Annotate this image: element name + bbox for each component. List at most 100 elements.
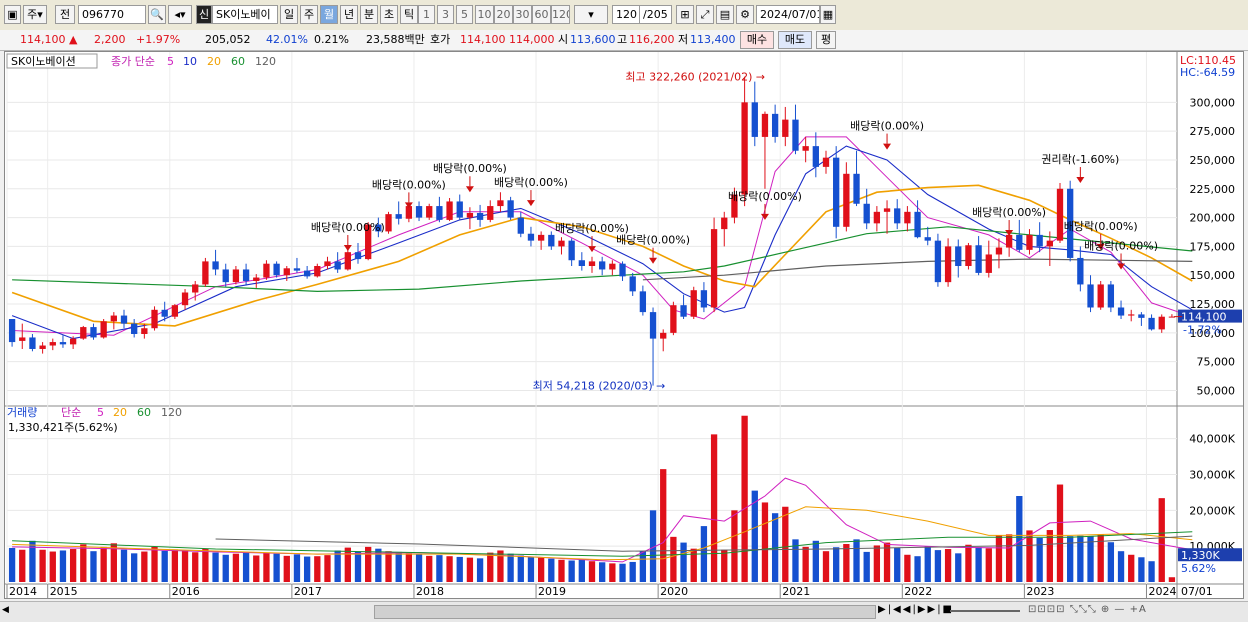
candle-body [426, 206, 433, 218]
event-annotation: 배당락(0.00%) [728, 190, 802, 203]
search-icon[interactable]: 🔍 [148, 5, 166, 24]
candle-body [649, 312, 657, 339]
candle-body [405, 206, 413, 219]
volume-bar [548, 558, 555, 582]
sound-icon[interactable]: ◂▾ [168, 5, 192, 24]
range-custom-select[interactable]: ▾ [574, 5, 608, 24]
scroll-bar[interactable]: ◀ ▶|◀◀|▶▶|■ ⊡⊡⊡⊡ ⤡⤡⤡ ⊕ — +A [0, 601, 1248, 622]
stock-name-field[interactable]: SK이노베이 [212, 5, 278, 24]
date-input[interactable]: 2024/07/01 [756, 5, 820, 24]
volume-bar [283, 555, 290, 582]
volume-bar [588, 561, 596, 582]
period-prev-button[interactable]: 전 [55, 5, 75, 24]
zoom-slider[interactable] [950, 610, 1020, 612]
candle-body [1036, 234, 1043, 247]
save-icon[interactable]: ▤ [716, 5, 734, 24]
volume-tick-label: 30,000K [1189, 469, 1235, 482]
period-button-2[interactable]: 월 [320, 5, 338, 24]
candle-body [375, 224, 382, 232]
range-button-60[interactable]: 60 [532, 5, 551, 24]
candle-body [80, 327, 87, 339]
ask-label: 호가 [430, 33, 451, 46]
event-arrow [465, 186, 474, 193]
period-button-1[interactable]: 주 [300, 5, 318, 24]
drawing-tools-icons[interactable]: ⊡⊡⊡⊡ ⤡⤡⤡ ⊕ — +A [1028, 604, 1147, 615]
volume-bar [314, 556, 321, 582]
candle-body [466, 212, 474, 218]
name-box [6, 53, 98, 69]
sell-button[interactable]: 매도 [778, 31, 812, 49]
candle-body [314, 266, 321, 277]
chart-area[interactable]: 최고 322,260 (2021/02) → 최저 54,218 (2020/03… [4, 51, 1244, 599]
volume-bar [1077, 535, 1084, 582]
event-annotation: 권리락(-1.60%) [1041, 153, 1119, 166]
period-button-4[interactable]: 분 [360, 5, 378, 24]
range-button-5[interactable]: 5 [456, 5, 473, 24]
candle-body [619, 263, 626, 277]
volume-bar [955, 553, 962, 582]
volume-bar [680, 542, 687, 582]
candle-body [181, 292, 189, 306]
volume-bar [721, 549, 728, 582]
volume-bar [609, 563, 616, 582]
code-input[interactable]: 096770 [78, 5, 146, 24]
range-button-30[interactable]: 30 [513, 5, 532, 24]
candle-body [700, 290, 708, 308]
scroll-thumb[interactable] [374, 605, 876, 619]
event-arrow [1096, 243, 1105, 250]
candle-body [1016, 234, 1023, 250]
price-volume-chart[interactable]: 최고 322,260 (2021/02) → 최저 54,218 (2020/03… [5, 52, 1243, 598]
candle-body [161, 309, 168, 317]
volume-bar [497, 550, 504, 582]
period-button-6[interactable]: 틱 [400, 5, 418, 24]
volume-bar [517, 555, 524, 582]
candle-body [1148, 317, 1155, 330]
calendar-icon[interactable]: ▦ [820, 5, 836, 24]
period-button-3[interactable]: 년 [340, 5, 358, 24]
price-tag: 114,100 [1181, 311, 1227, 324]
event-annotation: 배당락(0.00%) [433, 162, 507, 175]
event-arrow [883, 143, 892, 150]
volume-bar [670, 536, 677, 582]
volume-bar [354, 551, 362, 582]
candle-body [1087, 284, 1094, 308]
candle-body [721, 217, 728, 230]
volume-bar [263, 552, 270, 582]
candle-body [242, 269, 250, 281]
window-menu-icon[interactable]: ▣ [4, 5, 21, 24]
buy-button[interactable]: 매수 [740, 31, 774, 49]
zoom-icon[interactable]: ⤢ [696, 5, 714, 24]
eval-button[interactable]: 평 [816, 31, 836, 49]
period-short-select[interactable]: 주▾ [23, 5, 47, 24]
range-button-3[interactable]: 3 [437, 5, 454, 24]
x-tick-label: 2019 [538, 585, 566, 598]
price-tick-label: 200,000 [1190, 212, 1236, 225]
candle-body [232, 269, 240, 283]
count-input[interactable]: 120 [612, 5, 640, 24]
volume-bar [405, 553, 413, 582]
candle-body [1107, 284, 1115, 308]
volume-ma-line-20 [12, 506, 1193, 561]
grid-icon[interactable]: ⊞ [676, 5, 694, 24]
candle-body [588, 261, 596, 266]
scroll-left-arrow[interactable]: ◀ [2, 605, 9, 615]
candle-body [212, 261, 219, 270]
legend-ma-60: 60 [231, 55, 245, 68]
x-tick-label: 2020 [660, 585, 688, 598]
candle-body [660, 332, 667, 339]
candle-body [995, 247, 1003, 255]
range-button-120[interactable]: 120 [551, 5, 570, 24]
candle-body [894, 208, 901, 224]
period-button-5[interactable]: 초 [380, 5, 398, 24]
range-button-20[interactable]: 20 [494, 5, 513, 24]
price-tick-label: 100,000 [1190, 327, 1236, 340]
gear-icon[interactable]: ⚙ [736, 5, 754, 24]
volume-tag: 1,330K [1181, 549, 1220, 562]
candle-body [415, 206, 423, 218]
period-button-0[interactable]: 일 [280, 5, 298, 24]
scroll-nav-icons[interactable]: ▶|◀◀|▶▶|■ [878, 604, 955, 615]
volume-bar [802, 546, 809, 582]
range-button-10[interactable]: 10 [475, 5, 494, 24]
range-button-1[interactable]: 1 [418, 5, 435, 24]
candle-body [914, 211, 921, 238]
